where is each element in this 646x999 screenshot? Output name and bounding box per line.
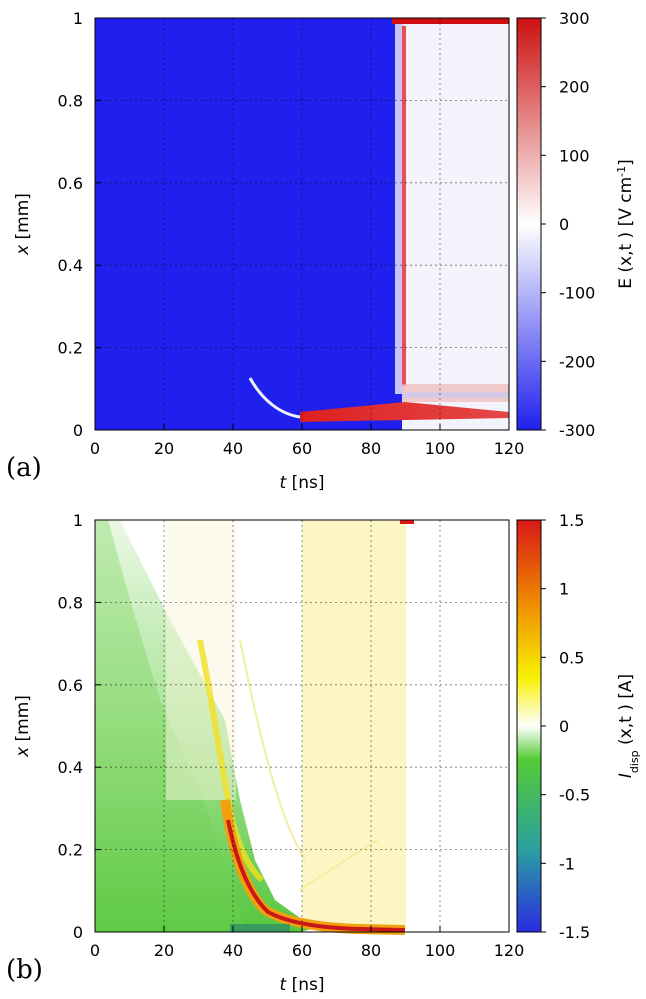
y-tick-label: 0.6 <box>58 174 83 193</box>
panel-a-x-ticks: 0 20 40 60 80 100 120 <box>90 424 524 458</box>
panel-b-colorbar-label: Idisp (x,t ) [A] <box>616 674 641 778</box>
y-tick-label: 1 <box>73 511 83 530</box>
y-tick-label: 0.4 <box>58 758 83 777</box>
panel-a-x-axis-label: t [ns] <box>280 473 325 493</box>
panel-b-arc-2 <box>299 839 379 891</box>
panel-b-y-axis-label: x [mm] <box>13 695 33 758</box>
panel-b-ionization-front-core <box>226 819 406 932</box>
panel-b-y-ticks: 0 0.2 0.4 0.6 0.8 1 <box>58 511 101 942</box>
colorbar-tick-label: 200 <box>559 78 590 97</box>
colorbar-tick-label: -1.5 <box>559 923 590 942</box>
y-tick-label: 0.2 <box>58 339 83 358</box>
panel-a-colorbar <box>516 17 542 431</box>
panel-b-field-features <box>95 520 414 935</box>
x-tick-label: 40 <box>223 439 243 458</box>
panel-a-after-front-region <box>402 18 509 430</box>
panel-b-yellow-band <box>302 520 406 928</box>
panel-a-precursor-curve <box>248 377 301 419</box>
y-tick-label: 0 <box>73 923 83 942</box>
panel-a-front-red-edge <box>402 26 406 386</box>
panel-b-panel-tag: (b) <box>6 955 43 985</box>
panel-b-anode-tip <box>400 520 414 524</box>
x-tick-label: 20 <box>154 941 174 960</box>
panel-a-colorbar-label: E (x,t ) [V cm-1] <box>615 159 637 289</box>
y-tick-label: 0.4 <box>58 256 83 275</box>
colorbar-tick-label: 1 <box>559 580 569 599</box>
panel-b-colorbar-ticks: 1.5 1 0.5 0 -0.5 -1 -1.5 <box>541 511 590 942</box>
colorbar-tick-label: -200 <box>559 352 595 371</box>
x-tick-label: 0 <box>90 941 100 960</box>
x-tick-label: 40 <box>223 941 243 960</box>
y-tick-label: 0.8 <box>58 593 83 612</box>
x-tick-label: 100 <box>425 941 456 960</box>
panel-b-arc-1 <box>239 639 306 861</box>
panel-a: 0 20 40 60 80 100 120 0 0.2 0.4 0.6 0.8 1 t [ns] x … <box>6 9 636 493</box>
colorbar-tick-label: -100 <box>559 284 595 303</box>
panel-a-gridlines <box>95 18 509 430</box>
colorbar-tick-label: 300 <box>559 9 590 28</box>
y-tick-label: 0.2 <box>58 841 83 860</box>
colorbar-tick-label: 0 <box>559 717 569 736</box>
panel-a-panel-tag: (a) <box>6 453 42 483</box>
x-tick-label: 0 <box>90 439 100 458</box>
colorbar-tick-label: 0 <box>559 215 569 234</box>
panel-a-near-cathode-band <box>402 392 509 398</box>
colorbar-tick-label: -300 <box>559 421 595 440</box>
colorbar-tick-label: 0.5 <box>559 648 584 667</box>
x-tick-label: 120 <box>494 941 525 960</box>
x-tick-label: 80 <box>361 439 381 458</box>
x-tick-label: 80 <box>361 941 381 960</box>
panel-a-field-features <box>248 18 509 430</box>
y-tick-label: 0 <box>73 421 83 440</box>
panel-a-cathode-sheath <box>300 402 509 422</box>
panel-a-anode-layer <box>392 18 509 24</box>
panel-b-gridlines <box>95 520 509 932</box>
x-tick-label: 120 <box>494 439 525 458</box>
y-tick-label: 0.6 <box>58 676 83 695</box>
panel-a-front-edge <box>395 24 404 394</box>
x-tick-label: 20 <box>154 439 174 458</box>
panel-b-x-axis-label: t [ns] <box>280 975 325 995</box>
y-tick-label: 1 <box>73 9 83 28</box>
x-tick-label: 60 <box>292 439 312 458</box>
panel-a-y-axis-label: x [mm] <box>13 193 33 256</box>
x-tick-label: 100 <box>425 439 456 458</box>
colorbar-tick-label: 100 <box>559 146 590 165</box>
colorbar-tick-label: 1.5 <box>559 511 584 530</box>
panel-b-dark-base <box>230 924 290 932</box>
panel-b-x-ticks: 0 20 40 60 80 100 120 <box>90 926 524 960</box>
x-tick-label: 60 <box>292 941 312 960</box>
panel-b-colorbar <box>516 519 542 933</box>
colorbar-tick-label: -1 <box>559 854 575 873</box>
panel-a-y-ticks: 0 0.2 0.4 0.6 0.8 1 <box>58 9 101 440</box>
y-tick-label: 0.8 <box>58 91 83 110</box>
colorbar-tick-label: -0.5 <box>559 786 590 805</box>
panel-a-colorbar-ticks: 300 200 100 0 -100 -200 -300 <box>541 9 595 440</box>
panel-b: 0 20 40 60 80 100 120 0 0.2 0.4 0.6 0.8 1 t [ns] x … <box>6 511 641 995</box>
